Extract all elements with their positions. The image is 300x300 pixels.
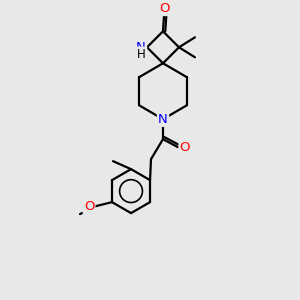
Text: O: O — [160, 2, 170, 15]
Text: H: H — [136, 48, 146, 61]
Text: N: N — [158, 113, 168, 126]
Text: N: N — [136, 41, 146, 54]
Text: O: O — [84, 200, 94, 213]
Text: O: O — [180, 141, 190, 154]
